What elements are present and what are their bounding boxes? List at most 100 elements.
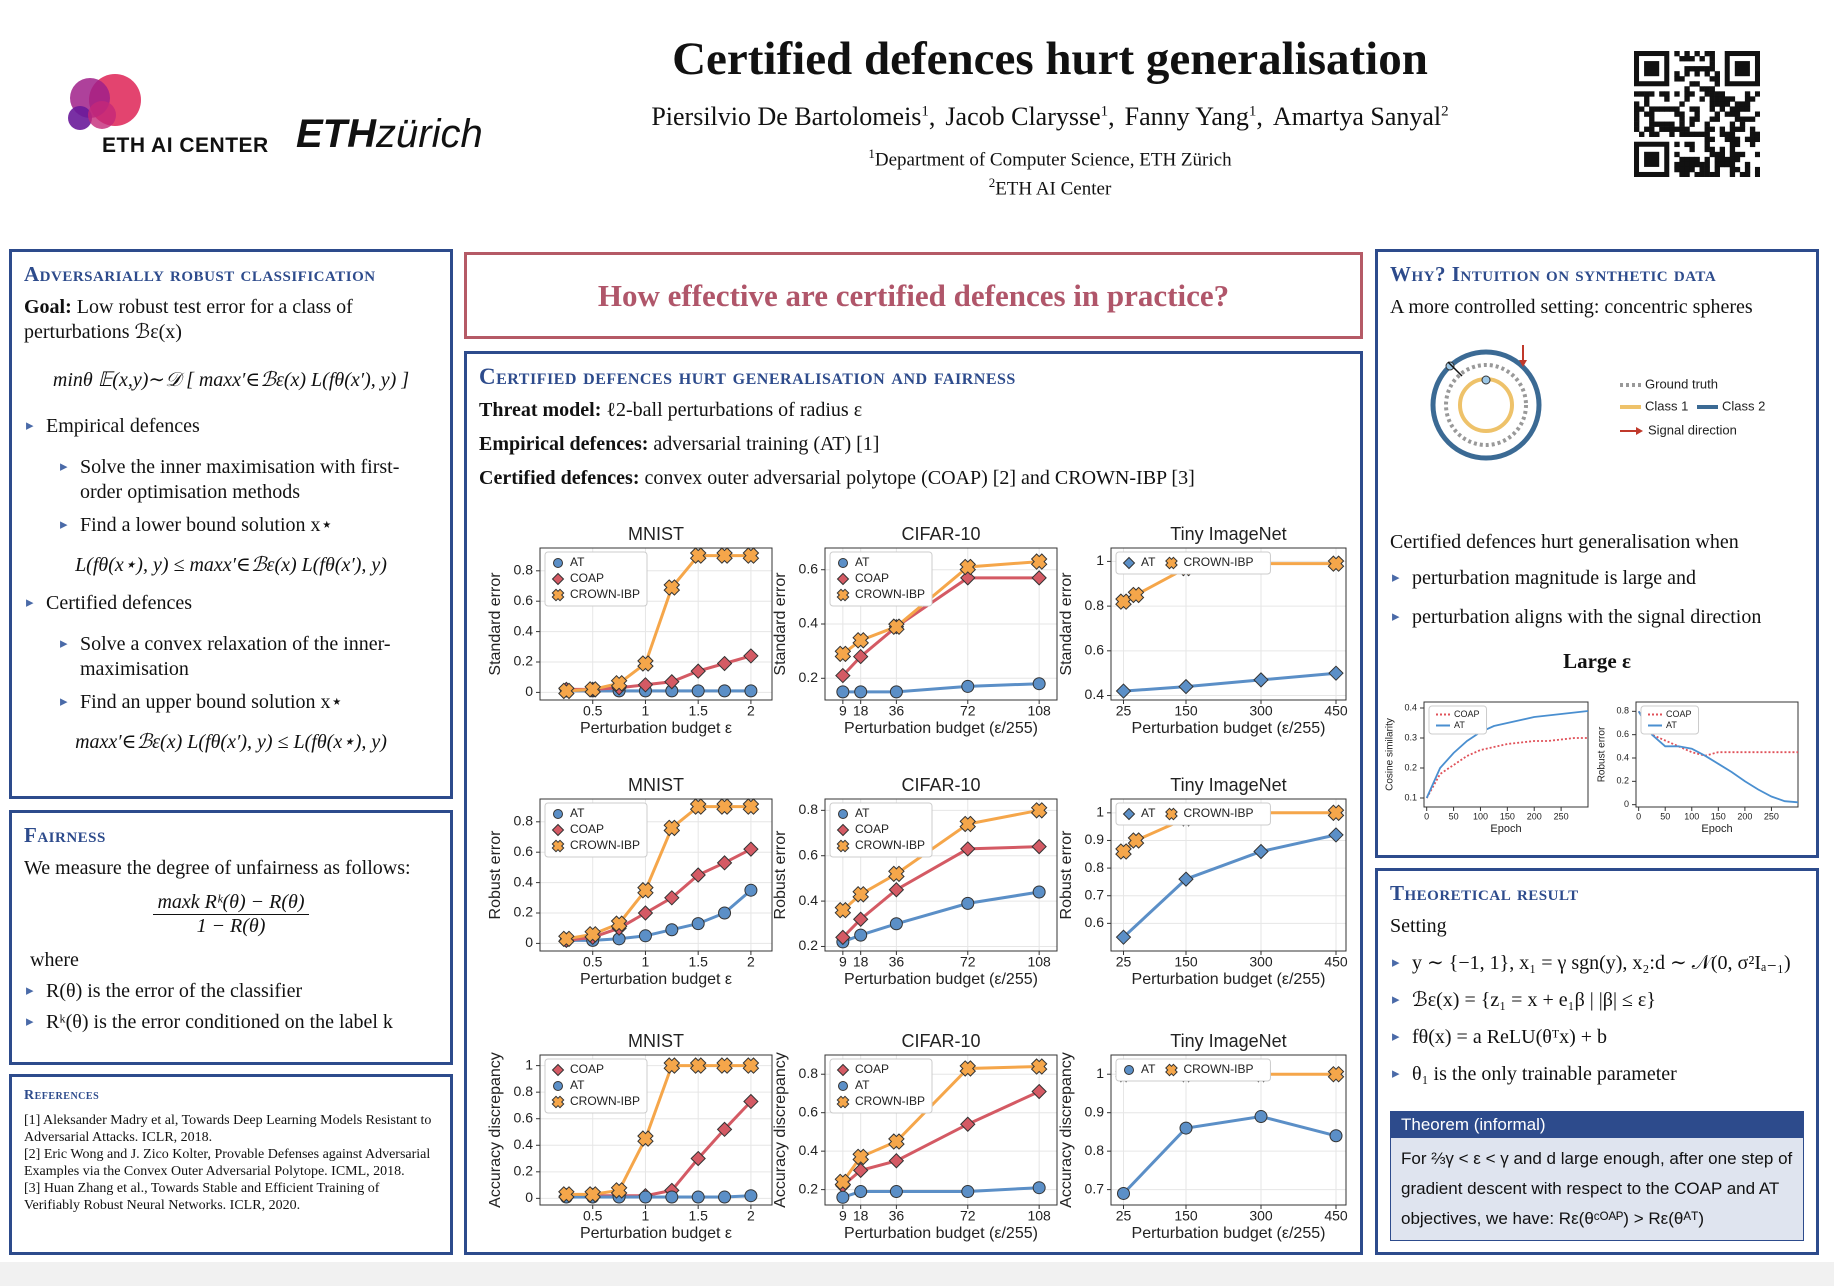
qr-cell <box>1729 171 1736 177</box>
qr-cell <box>1714 156 1720 163</box>
qr-cell <box>1719 156 1726 163</box>
qr-cell <box>1649 121 1655 127</box>
qr-cell <box>1634 106 1640 112</box>
qr-cell <box>1744 161 1751 168</box>
qr-cell <box>1749 141 1756 148</box>
qr-cell <box>1719 146 1726 153</box>
qr-cell <box>1704 71 1710 77</box>
why-item: perturbation aligns with the signal dire… <box>1390 605 1806 630</box>
qr-cell <box>1729 161 1736 168</box>
qr-cell <box>1754 171 1760 177</box>
reference: [1] Aleksander Madry et al, Towards Deep… <box>24 1113 432 1145</box>
section-title: Fairness <box>24 823 106 847</box>
qr-cell <box>1679 156 1685 163</box>
author: Jacob Clarysse <box>945 102 1101 131</box>
goal: Goal: Low robust test error for a class … <box>24 295 438 345</box>
qr-cell <box>1674 141 1680 148</box>
qr-cell <box>1649 126 1655 132</box>
qr-cell <box>1714 76 1720 82</box>
qr-cell <box>1649 116 1655 122</box>
certified-item: Find an upper bound solution x⋆ <box>58 690 438 715</box>
qr-cell <box>1679 131 1685 137</box>
author: Amartya Sanyal <box>1272 102 1442 131</box>
main-line: Certified defences: convex outer adversa… <box>479 466 1348 491</box>
line-label: Certified defences: <box>479 467 640 489</box>
fairness-intro: We measure the degree of unfairness as f… <box>24 857 411 879</box>
qr-cell <box>1734 101 1741 107</box>
qr-cell <box>1709 151 1715 158</box>
author: Piersilvio De Bartolomeis <box>651 102 922 131</box>
qr-cell <box>1674 51 1680 57</box>
qr-cell <box>1709 66 1715 72</box>
why-items: perturbation magnitude is large and pert… <box>1390 566 1806 630</box>
qr-cell <box>1669 126 1675 132</box>
qr-cell <box>1704 131 1710 137</box>
qr-cell <box>1684 71 1690 77</box>
fairness-item: R(θ) is the error of the classifier <box>24 979 438 1004</box>
qr-cell <box>1639 131 1645 137</box>
qr-cell <box>1749 116 1756 122</box>
goal-text: Low robust test error for a class of per… <box>24 296 353 343</box>
section-title: Why? Intuition on synthetic data <box>1390 262 1717 286</box>
qr-cell <box>1684 56 1690 62</box>
qr-cell <box>1694 116 1700 122</box>
reference: [2] Eric Wong and J. Zico Kolter, Provab… <box>24 1147 431 1179</box>
qr-cell <box>1654 131 1660 137</box>
qr-cell <box>1724 136 1731 143</box>
qr-cell <box>1724 96 1731 102</box>
qr-cell <box>1704 161 1710 168</box>
qr-cell <box>1644 61 1660 77</box>
qr-cell <box>1714 81 1720 87</box>
why-lead: Certified defences hurt generalisation w… <box>1390 531 1739 553</box>
qr-cell <box>1679 121 1685 127</box>
qr-cell <box>1634 111 1640 117</box>
qr-cell <box>1734 136 1741 143</box>
qr-cell <box>1679 126 1685 132</box>
qr-cell <box>1674 71 1680 77</box>
qr-cell <box>1704 136 1710 143</box>
qr-cell <box>1679 171 1685 177</box>
qr-cell <box>1689 146 1695 153</box>
qr-cell <box>1709 96 1715 102</box>
fairness-items: R(θ) is the error of the classifier Rᵏ(θ… <box>24 979 438 1035</box>
qr-cell <box>1729 136 1736 143</box>
qr-cell <box>1729 121 1736 127</box>
separator: , <box>1256 102 1263 131</box>
qr-cell <box>1739 121 1746 127</box>
qr-cell <box>1744 166 1751 173</box>
qr-cell <box>1739 126 1746 132</box>
empirical-item: Find a lower bound solution x⋆ <box>58 513 438 538</box>
qr-cell <box>1719 96 1726 102</box>
qr-cell <box>1714 96 1720 102</box>
qr-cell <box>1704 121 1710 127</box>
qr-cell <box>1674 166 1680 173</box>
qr-cell <box>1679 111 1685 117</box>
qr-cell <box>1744 171 1751 177</box>
qr-cell <box>1709 146 1715 153</box>
section-title: Certified defences hurt generalisation a… <box>479 364 1016 389</box>
qr-cell <box>1714 71 1720 77</box>
qr-cell <box>1734 141 1741 148</box>
qr-cell <box>1744 106 1751 112</box>
empirical-title: Empirical defences <box>24 414 438 439</box>
qr-cell <box>1684 66 1690 72</box>
qr-cell <box>1709 91 1715 97</box>
qr-cell <box>1749 131 1756 137</box>
author: Fanny Yang <box>1124 102 1249 131</box>
qr-cell <box>1704 166 1710 173</box>
certified-item: Solve a convex relaxation of the inner-m… <box>58 632 438 682</box>
qr-cell <box>1739 171 1746 177</box>
qr-cell <box>1709 86 1715 92</box>
affiliations: 1Department of Computer Science, ETH Zür… <box>700 142 1400 201</box>
qr-code <box>1634 51 1760 177</box>
qr-cell <box>1734 106 1741 112</box>
reference: [3] Huan Zhang et al., Towards Stable an… <box>24 1181 380 1213</box>
qr-cell <box>1679 101 1685 107</box>
qr-cell <box>1664 126 1670 132</box>
qr-cell <box>1634 91 1640 97</box>
qr-cell <box>1714 116 1720 122</box>
panel-fairness: Fairness We measure the degree of unfair… <box>9 810 453 1065</box>
qr-cell <box>1669 131 1675 137</box>
qr-cell <box>1709 116 1715 122</box>
qr-cell <box>1669 121 1675 127</box>
